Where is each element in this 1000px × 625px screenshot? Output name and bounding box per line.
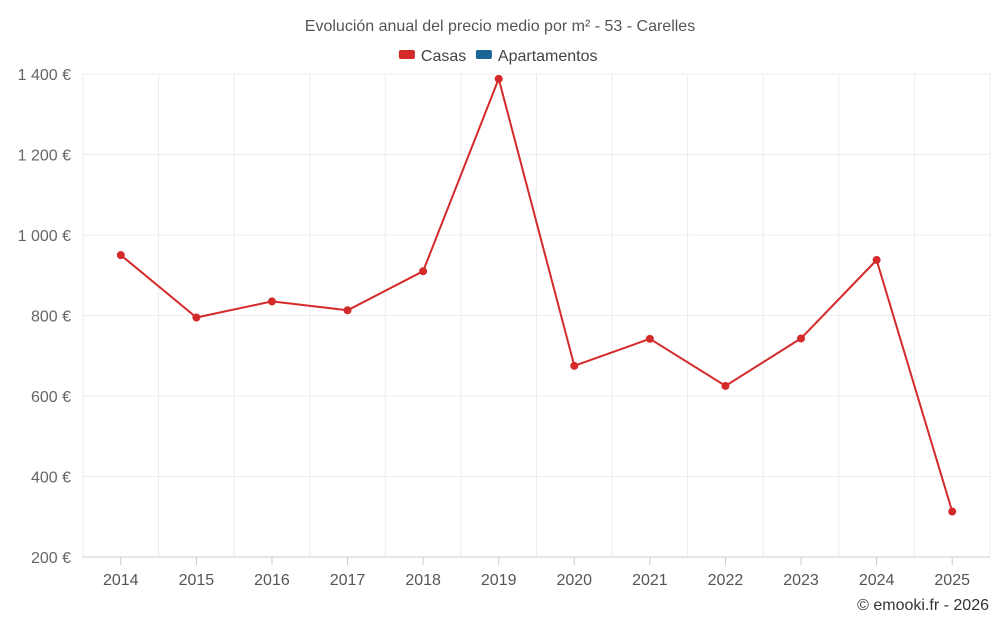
x-tick-label: 2025	[934, 572, 970, 589]
data-point-2024[interactable]	[872, 255, 881, 264]
legend-label: Apartamentos	[498, 48, 598, 65]
data-point-2018[interactable]	[419, 267, 428, 276]
x-gridlines	[82, 74, 991, 557]
data-point-2025[interactable]	[948, 507, 957, 516]
x-tick-label: 2024	[859, 572, 895, 589]
data-point-2020[interactable]	[570, 361, 579, 370]
data-point-2014[interactable]	[116, 251, 125, 260]
x-tick-label: 2023	[783, 572, 819, 589]
x-tick-label: 2016	[254, 572, 290, 589]
data-point-2019[interactable]	[494, 74, 503, 83]
y-tick-label: 1 200 €	[18, 148, 71, 165]
series-line-casas	[120, 77, 954, 512]
y-tick-label: 800 €	[31, 309, 71, 326]
x-tick-label: 2019	[481, 572, 517, 589]
y-tick-label: 400 €	[31, 470, 71, 487]
legend: Casas Apartamentos	[398, 48, 598, 65]
legend-item-casas[interactable]: Casas	[398, 48, 466, 65]
legend-label: Casas	[421, 48, 466, 65]
chart-title: Evolución anual del precio medio por m² …	[305, 18, 695, 35]
legend-swatch	[398, 50, 415, 59]
y-axis: 200 € 400 € 600 € 800 € 1 000 € 1 200 € 1 400 …	[18, 67, 71, 567]
legend-swatch	[475, 50, 492, 59]
x-tick-label: 2015	[179, 572, 215, 589]
data-point-2022[interactable]	[721, 381, 730, 390]
legend-item-apartamentos[interactable]: Apartamentos	[475, 48, 598, 65]
y-tick-label: 200 €	[31, 550, 71, 567]
x-tick-label: 2021	[632, 572, 668, 589]
y-tick-label: 1 000 €	[18, 228, 71, 245]
data-point-2015[interactable]	[192, 313, 201, 322]
x-tick-label: 2022	[708, 572, 744, 589]
x-tick-label: 2014	[103, 572, 139, 589]
x-tick-label: 2018	[405, 572, 441, 589]
x-tick-label: 2017	[330, 572, 366, 589]
data-point-2023[interactable]	[797, 334, 806, 343]
y-tick-label: 600 €	[31, 389, 71, 406]
x-axis: 2014 2015 2016 2017 2018 2019 2020 2021 2022 2023…	[83, 556, 990, 589]
series-layer	[116, 74, 957, 516]
x-tick-label: 2020	[556, 572, 592, 589]
data-point-2016[interactable]	[267, 297, 276, 306]
credit-text: © emooki.fr - 2026	[857, 597, 989, 614]
data-point-2021[interactable]	[645, 334, 654, 343]
data-point-2017[interactable]	[343, 306, 352, 315]
y-tick-label: 1 400 €	[18, 67, 71, 84]
